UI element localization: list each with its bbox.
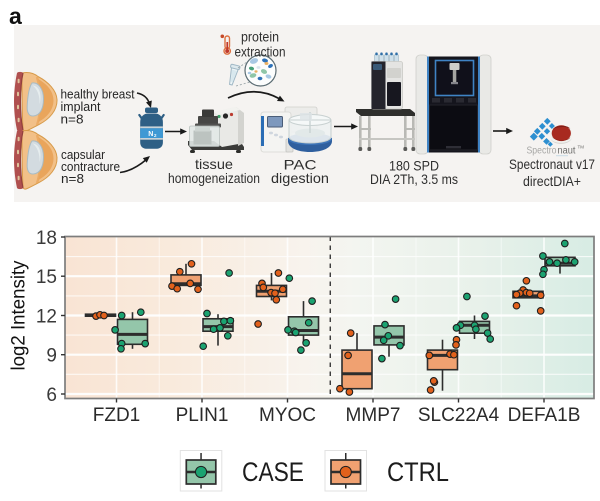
svg-text:SLC22A4: SLC22A4 [418,405,500,426]
svg-text:15: 15 [36,267,57,288]
svg-text:TM: TM [578,145,585,150]
svg-text:naut: naut [558,146,576,157]
svg-text:capsular: capsular [61,148,105,162]
svg-text:FZD1: FZD1 [93,405,141,426]
svg-text:MMP7: MMP7 [346,405,401,426]
svg-text:tissue: tissue [195,156,233,172]
svg-text:healthy breast: healthy breast [61,88,135,102]
svg-text:implant: implant [61,100,102,114]
svg-text:6: 6 [46,385,57,406]
svg-text:PAC: PAC [284,157,317,173]
svg-text:Spectro: Spectro [527,146,557,157]
svg-text:protein: protein [241,29,279,45]
svg-text:DEFA1B: DEFA1B [508,405,581,426]
svg-text:CTRL: CTRL [387,457,449,487]
svg-text:MYOC: MYOC [259,405,316,426]
svg-text:PLIN1: PLIN1 [176,405,229,426]
svg-text:9: 9 [46,346,57,367]
svg-text:contracture: contracture [61,160,120,174]
svg-text:a: a [9,3,22,29]
svg-text:12: 12 [36,307,57,328]
svg-text:n=8: n=8 [61,172,84,186]
svg-text:18: 18 [36,228,57,249]
svg-text:2: 2 [154,133,157,138]
svg-text:180 SPD: 180 SPD [389,158,439,174]
svg-text:CASE: CASE [242,457,304,487]
svg-text:homogeneization: homogeneization [168,170,260,186]
svg-text:N: N [148,131,153,138]
svg-text:DIA 2Th, 3.5 ms: DIA 2Th, 3.5 ms [370,171,458,187]
svg-text:log2 Intensity: log2 Intensity [9,260,30,370]
svg-text:extraction: extraction [235,44,286,60]
svg-text:Spectronaut v17: Spectronaut v17 [509,156,595,172]
svg-text:directDIA+: directDIA+ [523,173,581,189]
svg-text:n=8: n=8 [61,113,84,127]
svg-text:digestion: digestion [271,170,329,186]
